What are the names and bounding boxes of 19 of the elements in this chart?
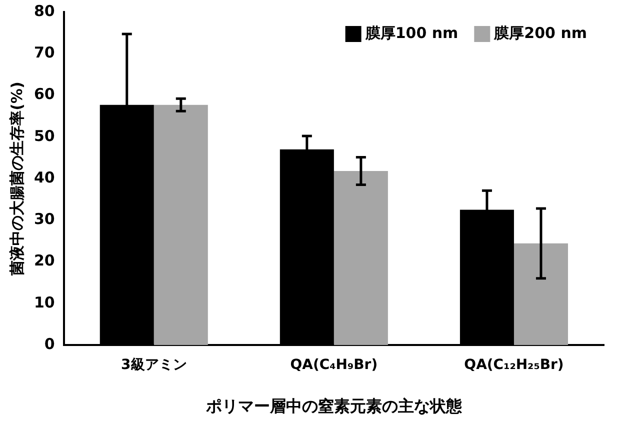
bar — [514, 243, 568, 345]
x-tick-label: QA(C₁₂H₂₅Br) — [464, 357, 564, 374]
y-tick-label: 0 — [44, 334, 55, 353]
x-axis-title: ポリマー層中の窒素元素の主な状態 — [204, 396, 463, 416]
legend-label: 膜厚200 nm — [493, 24, 587, 42]
y-tick-label: 10 — [34, 293, 55, 312]
x-tick-label: QA(C₄H₉Br) — [290, 357, 378, 374]
y-tick-label: 60 — [34, 85, 55, 104]
bar — [154, 104, 208, 345]
y-axis-title: 菌液中の大腸菌の生存率(%) — [8, 82, 26, 276]
x-tick-label: 3級アミン — [121, 357, 187, 374]
legend-label: 膜厚100 nm — [364, 24, 458, 42]
y-tick-label: 40 — [34, 168, 55, 186]
y-tick-label: 50 — [34, 126, 55, 145]
y-tick-label: 30 — [34, 210, 55, 228]
y-tick-label: 20 — [34, 252, 55, 270]
y-tick-label: 70 — [34, 44, 55, 62]
bar — [334, 171, 388, 345]
y-tick-label: 80 — [34, 2, 55, 20]
